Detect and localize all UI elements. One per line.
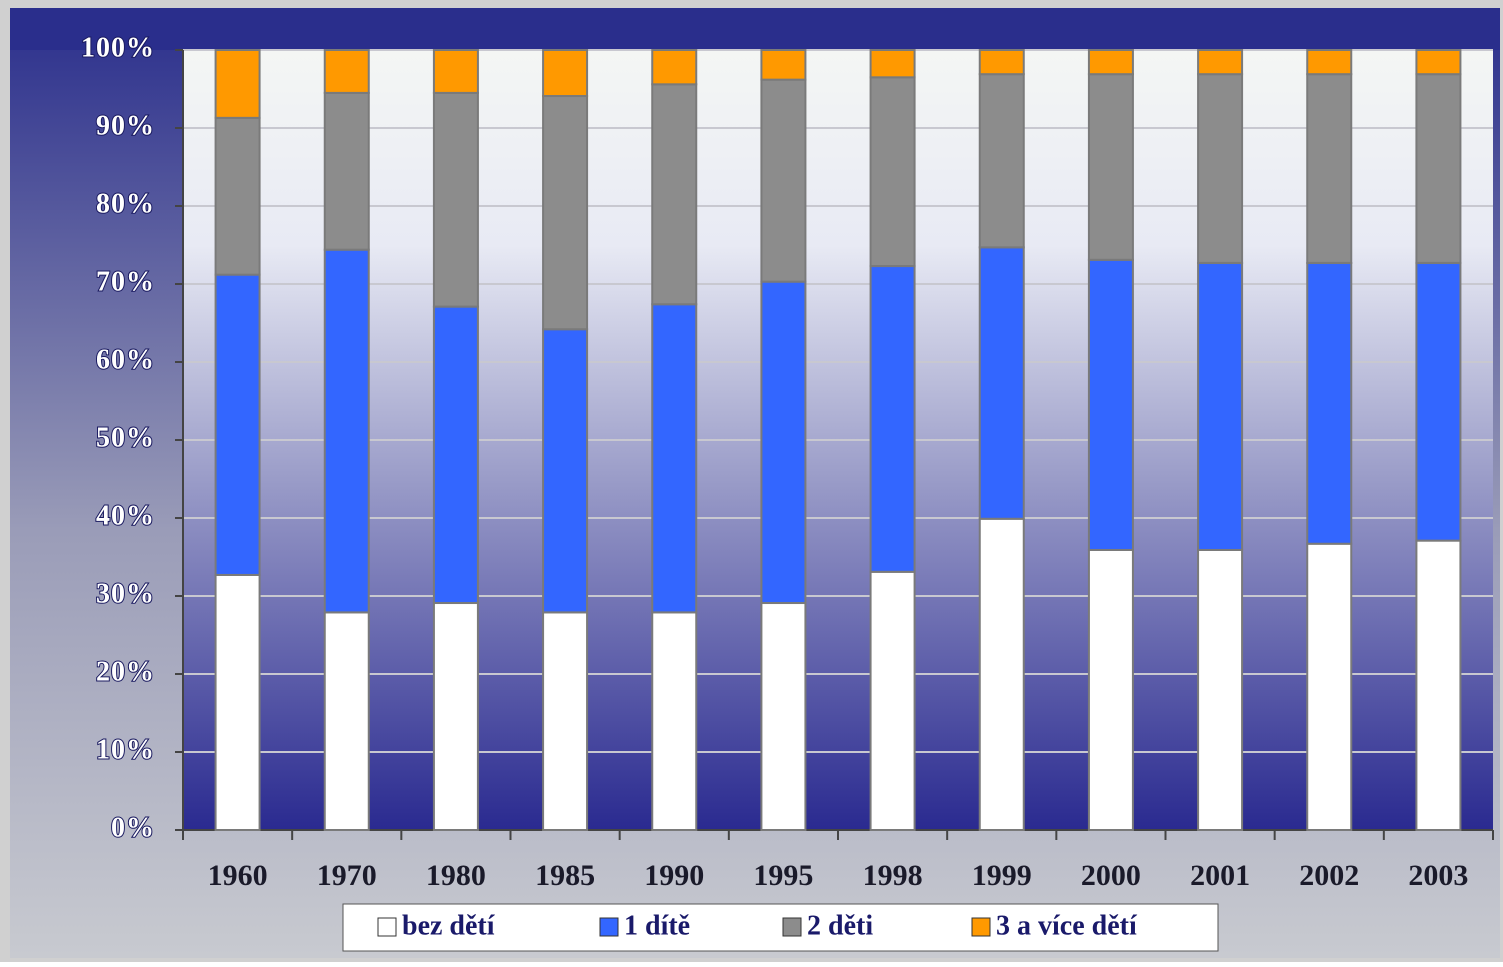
x-tick-label: 1995 bbox=[753, 859, 813, 892]
bar-segment bbox=[760, 78, 807, 283]
bar-segment bbox=[1197, 261, 1244, 551]
bar-segment bbox=[1415, 539, 1462, 831]
bar-segment bbox=[1087, 548, 1134, 831]
bar-segment bbox=[1306, 49, 1353, 76]
bar-segment bbox=[1306, 542, 1353, 831]
bar-segment bbox=[214, 49, 261, 119]
legend-label: bez dětí bbox=[402, 910, 496, 941]
top-band bbox=[10, 8, 1500, 50]
legend-swatch bbox=[971, 917, 991, 937]
x-tick-label: 2003 bbox=[1408, 859, 1468, 892]
bar-segment bbox=[1415, 261, 1462, 542]
y-tick-label: 90% bbox=[96, 110, 155, 141]
bar-segment bbox=[869, 49, 916, 79]
bar-segment bbox=[1197, 548, 1244, 831]
bar-segment bbox=[978, 517, 1025, 832]
x-tick-label: 1999 bbox=[972, 859, 1032, 892]
bar-segment bbox=[760, 49, 807, 81]
x-tick-label: 1990 bbox=[644, 859, 704, 892]
bar-segment bbox=[651, 49, 698, 86]
x-tick-label: 1998 bbox=[863, 859, 923, 892]
bar-segment bbox=[323, 611, 370, 831]
y-tick-label: 40% bbox=[96, 500, 155, 531]
bar-segment bbox=[323, 248, 370, 614]
bar-segment bbox=[651, 83, 698, 306]
bar-segment bbox=[1197, 73, 1244, 264]
x-tick-label: 2001 bbox=[1190, 859, 1250, 892]
bar-segment bbox=[432, 305, 479, 605]
bar-segment bbox=[651, 303, 698, 614]
bar-segment bbox=[760, 280, 807, 605]
legend-swatch bbox=[782, 917, 802, 937]
bar-segment bbox=[1087, 258, 1134, 551]
bar-segment bbox=[978, 246, 1025, 520]
bar-segment bbox=[432, 49, 479, 94]
bar-segment bbox=[1197, 49, 1244, 76]
legend-box bbox=[342, 903, 1219, 952]
bar-segment bbox=[542, 611, 589, 831]
y-tick-label: 70% bbox=[96, 266, 155, 297]
x-tick-label: 1980 bbox=[426, 859, 486, 892]
y-tick-label: 80% bbox=[96, 188, 155, 219]
bar-segment bbox=[1087, 73, 1134, 261]
bar-segment bbox=[542, 49, 589, 98]
bar-segment bbox=[1415, 49, 1462, 76]
bar-segment bbox=[323, 49, 370, 94]
bar-segment bbox=[760, 602, 807, 832]
bar-segment bbox=[869, 265, 916, 573]
y-tick-label: 30% bbox=[96, 578, 155, 609]
x-tick-label: 1960 bbox=[208, 859, 268, 892]
bar-segment bbox=[651, 611, 698, 831]
bar-segment bbox=[1087, 49, 1134, 76]
bar-segment bbox=[978, 73, 1025, 249]
legend-label: 1 dítě bbox=[624, 910, 690, 941]
bar-segment bbox=[542, 95, 589, 331]
legend-swatch bbox=[377, 917, 397, 937]
x-tick-label: 1985 bbox=[535, 859, 595, 892]
x-tick-label: 2002 bbox=[1299, 859, 1359, 892]
x-tick-label: 2000 bbox=[1081, 859, 1141, 892]
bar-segment bbox=[432, 602, 479, 832]
bar-segment bbox=[214, 573, 261, 831]
y-tick-label: 60% bbox=[96, 344, 155, 375]
bar-segment bbox=[1306, 261, 1353, 545]
bar-segment bbox=[214, 273, 261, 576]
bar-segment bbox=[542, 328, 589, 614]
y-tick-label: 0% bbox=[111, 812, 155, 843]
bar-segment bbox=[869, 570, 916, 831]
legend-swatch bbox=[599, 917, 619, 937]
y-tick-label: 50% bbox=[96, 422, 155, 453]
bar-segment bbox=[869, 76, 916, 268]
bar-segment bbox=[1306, 73, 1353, 264]
legend-label: 3 a více dětí bbox=[996, 910, 1138, 941]
y-tick-label: 10% bbox=[96, 734, 155, 765]
bar-segment bbox=[323, 91, 370, 251]
bar-segment bbox=[432, 91, 479, 308]
bar-segment bbox=[978, 49, 1025, 76]
bar-segment bbox=[1415, 73, 1462, 264]
y-tick-label: 100% bbox=[81, 32, 155, 63]
bar-segment bbox=[214, 116, 261, 276]
x-tick-label: 1970 bbox=[317, 859, 377, 892]
legend-label: 2 děti bbox=[807, 910, 873, 941]
y-tick-label: 20% bbox=[96, 656, 155, 687]
